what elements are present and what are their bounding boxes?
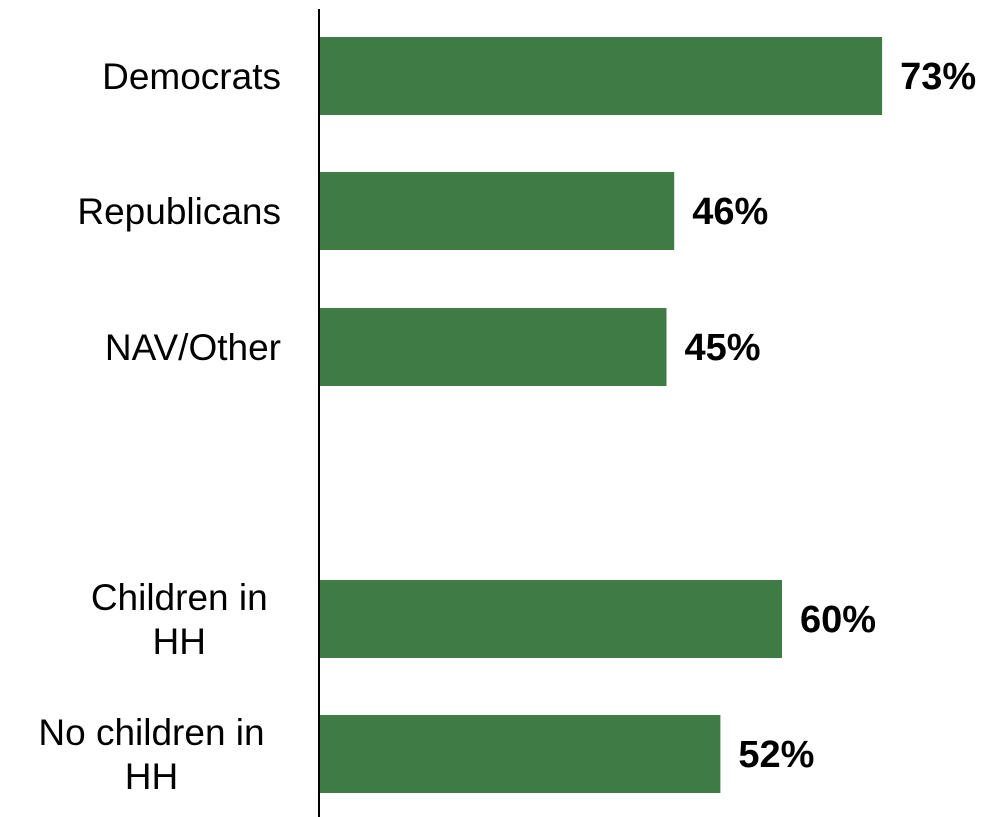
category-label: Republicans [77, 191, 281, 232]
category-label: Children in HH [91, 577, 268, 662]
bar-value-label: 45% [685, 327, 761, 369]
bar [320, 715, 721, 793]
bar [320, 172, 675, 250]
bar-value-label: 52% [738, 734, 814, 776]
bar [320, 308, 667, 386]
bar-value-label: 46% [692, 191, 768, 233]
bar-value-label: 73% [900, 56, 976, 98]
category-label: NAV/Other [105, 327, 281, 368]
bar [320, 580, 782, 658]
labels-layer: 73% Democrats 46% Republicans 45% NAV/Other 60… [38, 56, 976, 797]
bar-value-label: 60% [800, 599, 876, 641]
bars-layer [320, 37, 883, 793]
category-label: Democrats [102, 56, 281, 97]
bar [320, 37, 883, 115]
category-label: No children in HH [38, 712, 264, 797]
